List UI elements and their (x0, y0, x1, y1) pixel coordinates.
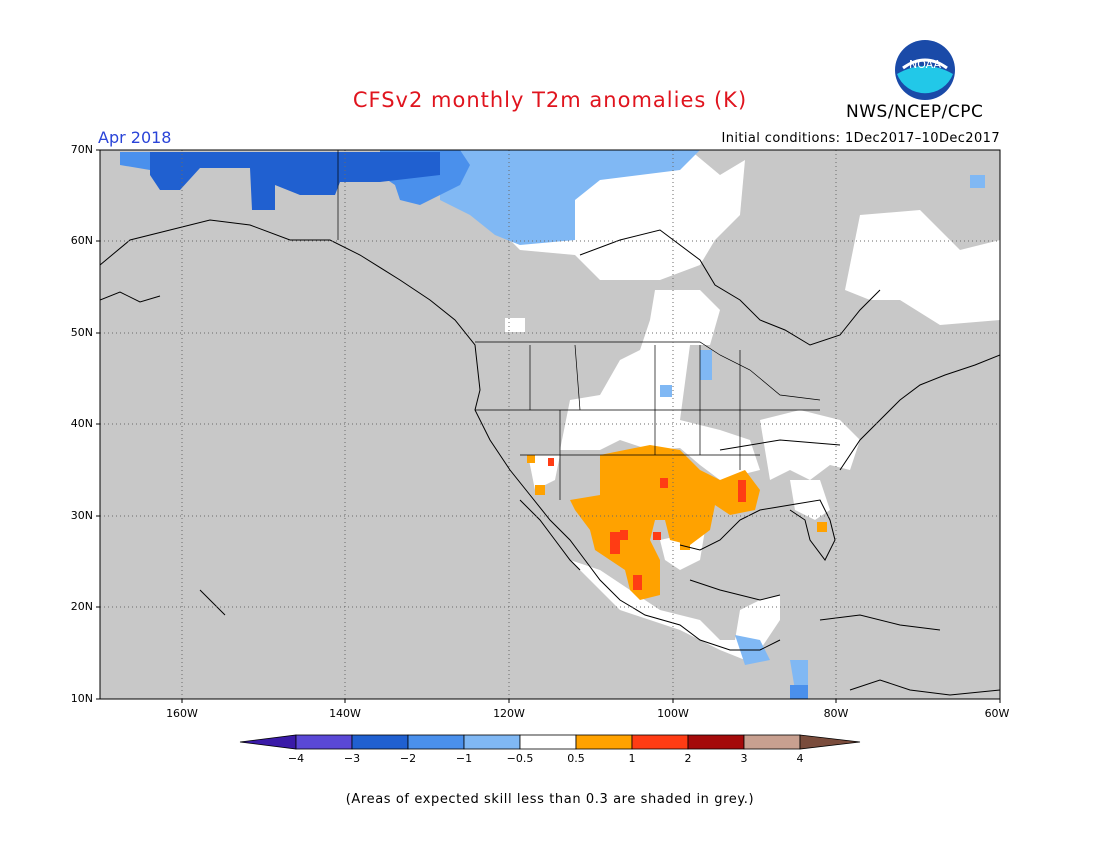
colorbar-swatch (575, 734, 633, 750)
colorbar-label: 4 (796, 752, 804, 765)
lat-label: 50N (70, 326, 93, 339)
colorbar-label: 1 (628, 752, 636, 765)
skill-note: (Areas of expected skill less than 0.3 a… (345, 792, 755, 807)
colorbar-swatch (519, 734, 577, 750)
colorbar-label: −4 (287, 752, 305, 765)
colorbar-label: −0.5 (506, 752, 534, 765)
colorbar-label: −2 (399, 752, 417, 765)
agency-label: NWS/NCEP/CPC (846, 102, 984, 122)
lat-label: 70N (70, 143, 93, 156)
lon-label: 80W (823, 707, 849, 720)
lon-label: 160W (166, 707, 198, 720)
lat-label: 10N (70, 692, 93, 705)
lon-label: 100W (657, 707, 689, 720)
lat-label: 60N (70, 234, 93, 247)
valid-month-label: Apr 2018 (98, 128, 172, 147)
colorbar-right-arrow (799, 734, 861, 750)
colorbar-swatch (743, 734, 801, 750)
lon-label: 120W (493, 707, 525, 720)
colorbar-swatch (631, 734, 689, 750)
initial-conditions-label: Initial conditions: 1Dec2017–10Dec2017 (721, 131, 1000, 146)
anomaly-orange (527, 445, 827, 600)
coastlines (100, 219, 1000, 696)
colorbar-label: −1 (455, 752, 473, 765)
anomaly-red (548, 458, 746, 590)
axis-ticks (96, 149, 1001, 703)
lat-label: 40N (70, 417, 93, 430)
colorbar-swatch (463, 734, 521, 750)
lat-label: 30N (70, 509, 93, 522)
colorbar-swatch (407, 734, 465, 750)
colorbar-label: 3 (740, 752, 748, 765)
colorbar-left-arrow (239, 734, 297, 750)
noaa-logo: NOAA (893, 38, 957, 102)
chart-title: CFSv2 monthly T2m anomalies (K) (352, 88, 748, 112)
anomaly-dark-blue (150, 152, 440, 210)
lat-label: 20N (70, 600, 93, 613)
political-borders (337, 150, 821, 500)
colorbar-swatch (295, 734, 353, 750)
colorbar-label: 0.5 (567, 752, 585, 765)
svg-text:NOAA: NOAA (909, 58, 942, 71)
lon-label: 140W (329, 707, 361, 720)
lon-label: 60W (984, 707, 1010, 720)
colorbar-swatch (687, 734, 745, 750)
colorbar-label: 2 (684, 752, 692, 765)
colorbar-label: −3 (343, 752, 361, 765)
colorbar-swatch (351, 734, 409, 750)
